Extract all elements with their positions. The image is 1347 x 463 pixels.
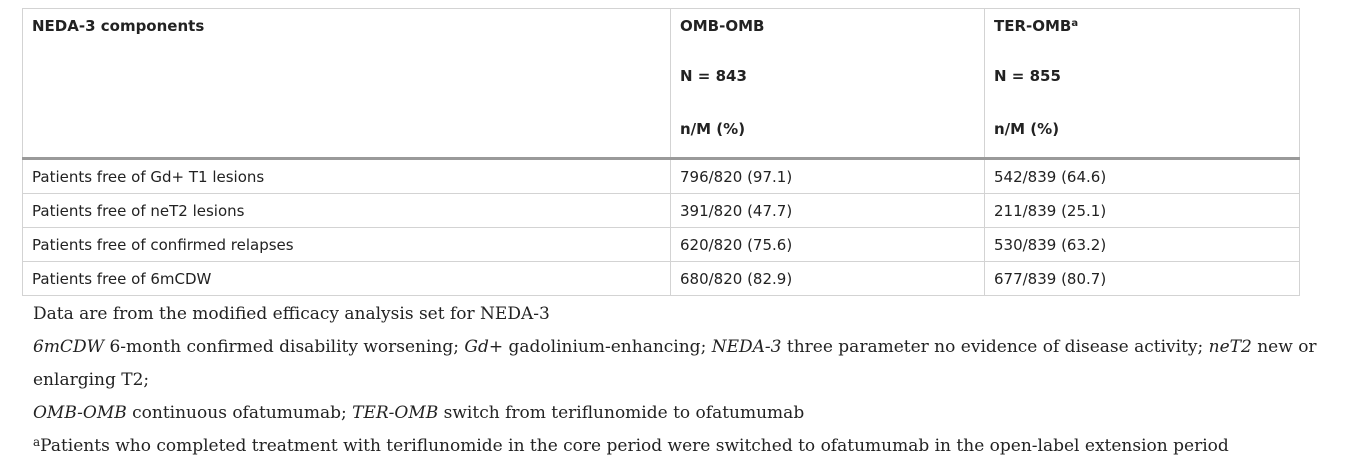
footnote-a: aPatients who completed treatment with t… xyxy=(33,430,1333,463)
header-omb-omb-n: N = 843 xyxy=(680,67,747,85)
row-omb-omb-value: 391/820 (47.7) xyxy=(670,193,985,228)
table-footnotes: Data are from the modified efficacy anal… xyxy=(33,298,1333,463)
footnote-a-text: Patients who completed treatment with te… xyxy=(40,436,1229,456)
row-ter-omb-value: 542/839 (64.6) xyxy=(984,158,1300,194)
row-omb-omb-value: 796/820 (97.1) xyxy=(670,158,985,194)
row-component: Patients free of confirmed relapses xyxy=(22,227,671,262)
table-row: Patients free of confirmed relapses 620/… xyxy=(22,227,1300,262)
table-row: Patients free of neT2 lesions 391/820 (4… xyxy=(22,193,1300,228)
footnote-abbreviations: 6mCDW 6-month confirmed disability worse… xyxy=(33,331,1333,430)
table-row: Patients free of 6mCDW 680/820 (82.9) 67… xyxy=(22,261,1300,296)
row-ter-omb-value: 677/839 (80.7) xyxy=(984,261,1300,296)
header-ter-omb-label-line: TER-OMBa xyxy=(994,17,1290,35)
header-omb-omb-label: OMB-OMB xyxy=(680,17,765,35)
row-component: Patients free of neT2 lesions xyxy=(22,193,671,228)
header-ter-omb-unit: n/M (%) xyxy=(994,120,1060,138)
table-header-row: NEDA-3 components OMB-OMB N = 843 n/M (%… xyxy=(22,8,1300,160)
abbr-definition: gadolinium-enhancing; xyxy=(503,337,712,357)
row-component: Patients free of Gd+ T1 lesions xyxy=(22,158,671,194)
header-components: NEDA-3 components xyxy=(22,8,671,160)
header-omb-omb-unit: n/M (%) xyxy=(680,120,746,138)
header-ter-omb-label: TER-OMB xyxy=(994,17,1072,35)
header-ter-omb: TER-OMBa N = 855 n/M (%) xyxy=(984,8,1300,160)
header-components-label: NEDA-3 components xyxy=(32,17,205,35)
abbr-term: NEDA-3 xyxy=(711,337,782,357)
footnote-marker-a: a xyxy=(1071,18,1079,29)
abbr-term: Gd+ xyxy=(464,337,504,357)
row-component: Patients free of 6mCDW xyxy=(22,261,671,296)
header-ter-omb-n: N = 855 xyxy=(994,67,1061,85)
abbr-definition: three parameter no evidence of disease a… xyxy=(781,337,1209,357)
abbr-definition: new or enlarging T2; xyxy=(33,337,1317,390)
abbr-definition: switch from teriflunomide to ofatumumab xyxy=(438,403,805,423)
row-ter-omb-value: 211/839 (25.1) xyxy=(984,193,1300,228)
abbr-term: 6mCDW xyxy=(33,337,105,357)
footnote-source: Data are from the modified efficacy anal… xyxy=(33,304,550,324)
header-omb-omb: OMB-OMB N = 843 n/M (%) xyxy=(670,8,985,160)
abbr-term: neT2 xyxy=(1208,337,1252,357)
abbr-term: TER-OMB xyxy=(352,403,439,423)
abbr-definition: continuous ofatumumab; xyxy=(126,403,353,423)
row-omb-omb-value: 680/820 (82.9) xyxy=(670,261,985,296)
row-ter-omb-value: 530/839 (63.2) xyxy=(984,227,1300,262)
row-omb-omb-value: 620/820 (75.6) xyxy=(670,227,985,262)
neda3-table-container: NEDA-3 components OMB-OMB N = 843 n/M (%… xyxy=(22,8,1300,296)
neda3-table: NEDA-3 components OMB-OMB N = 843 n/M (%… xyxy=(22,8,1300,296)
abbr-definition: 6-month confirmed disability worsening; xyxy=(104,337,465,357)
abbr-term: OMB-OMB xyxy=(33,403,127,423)
table-row: Patients free of Gd+ T1 lesions 796/820 … xyxy=(22,158,1300,194)
